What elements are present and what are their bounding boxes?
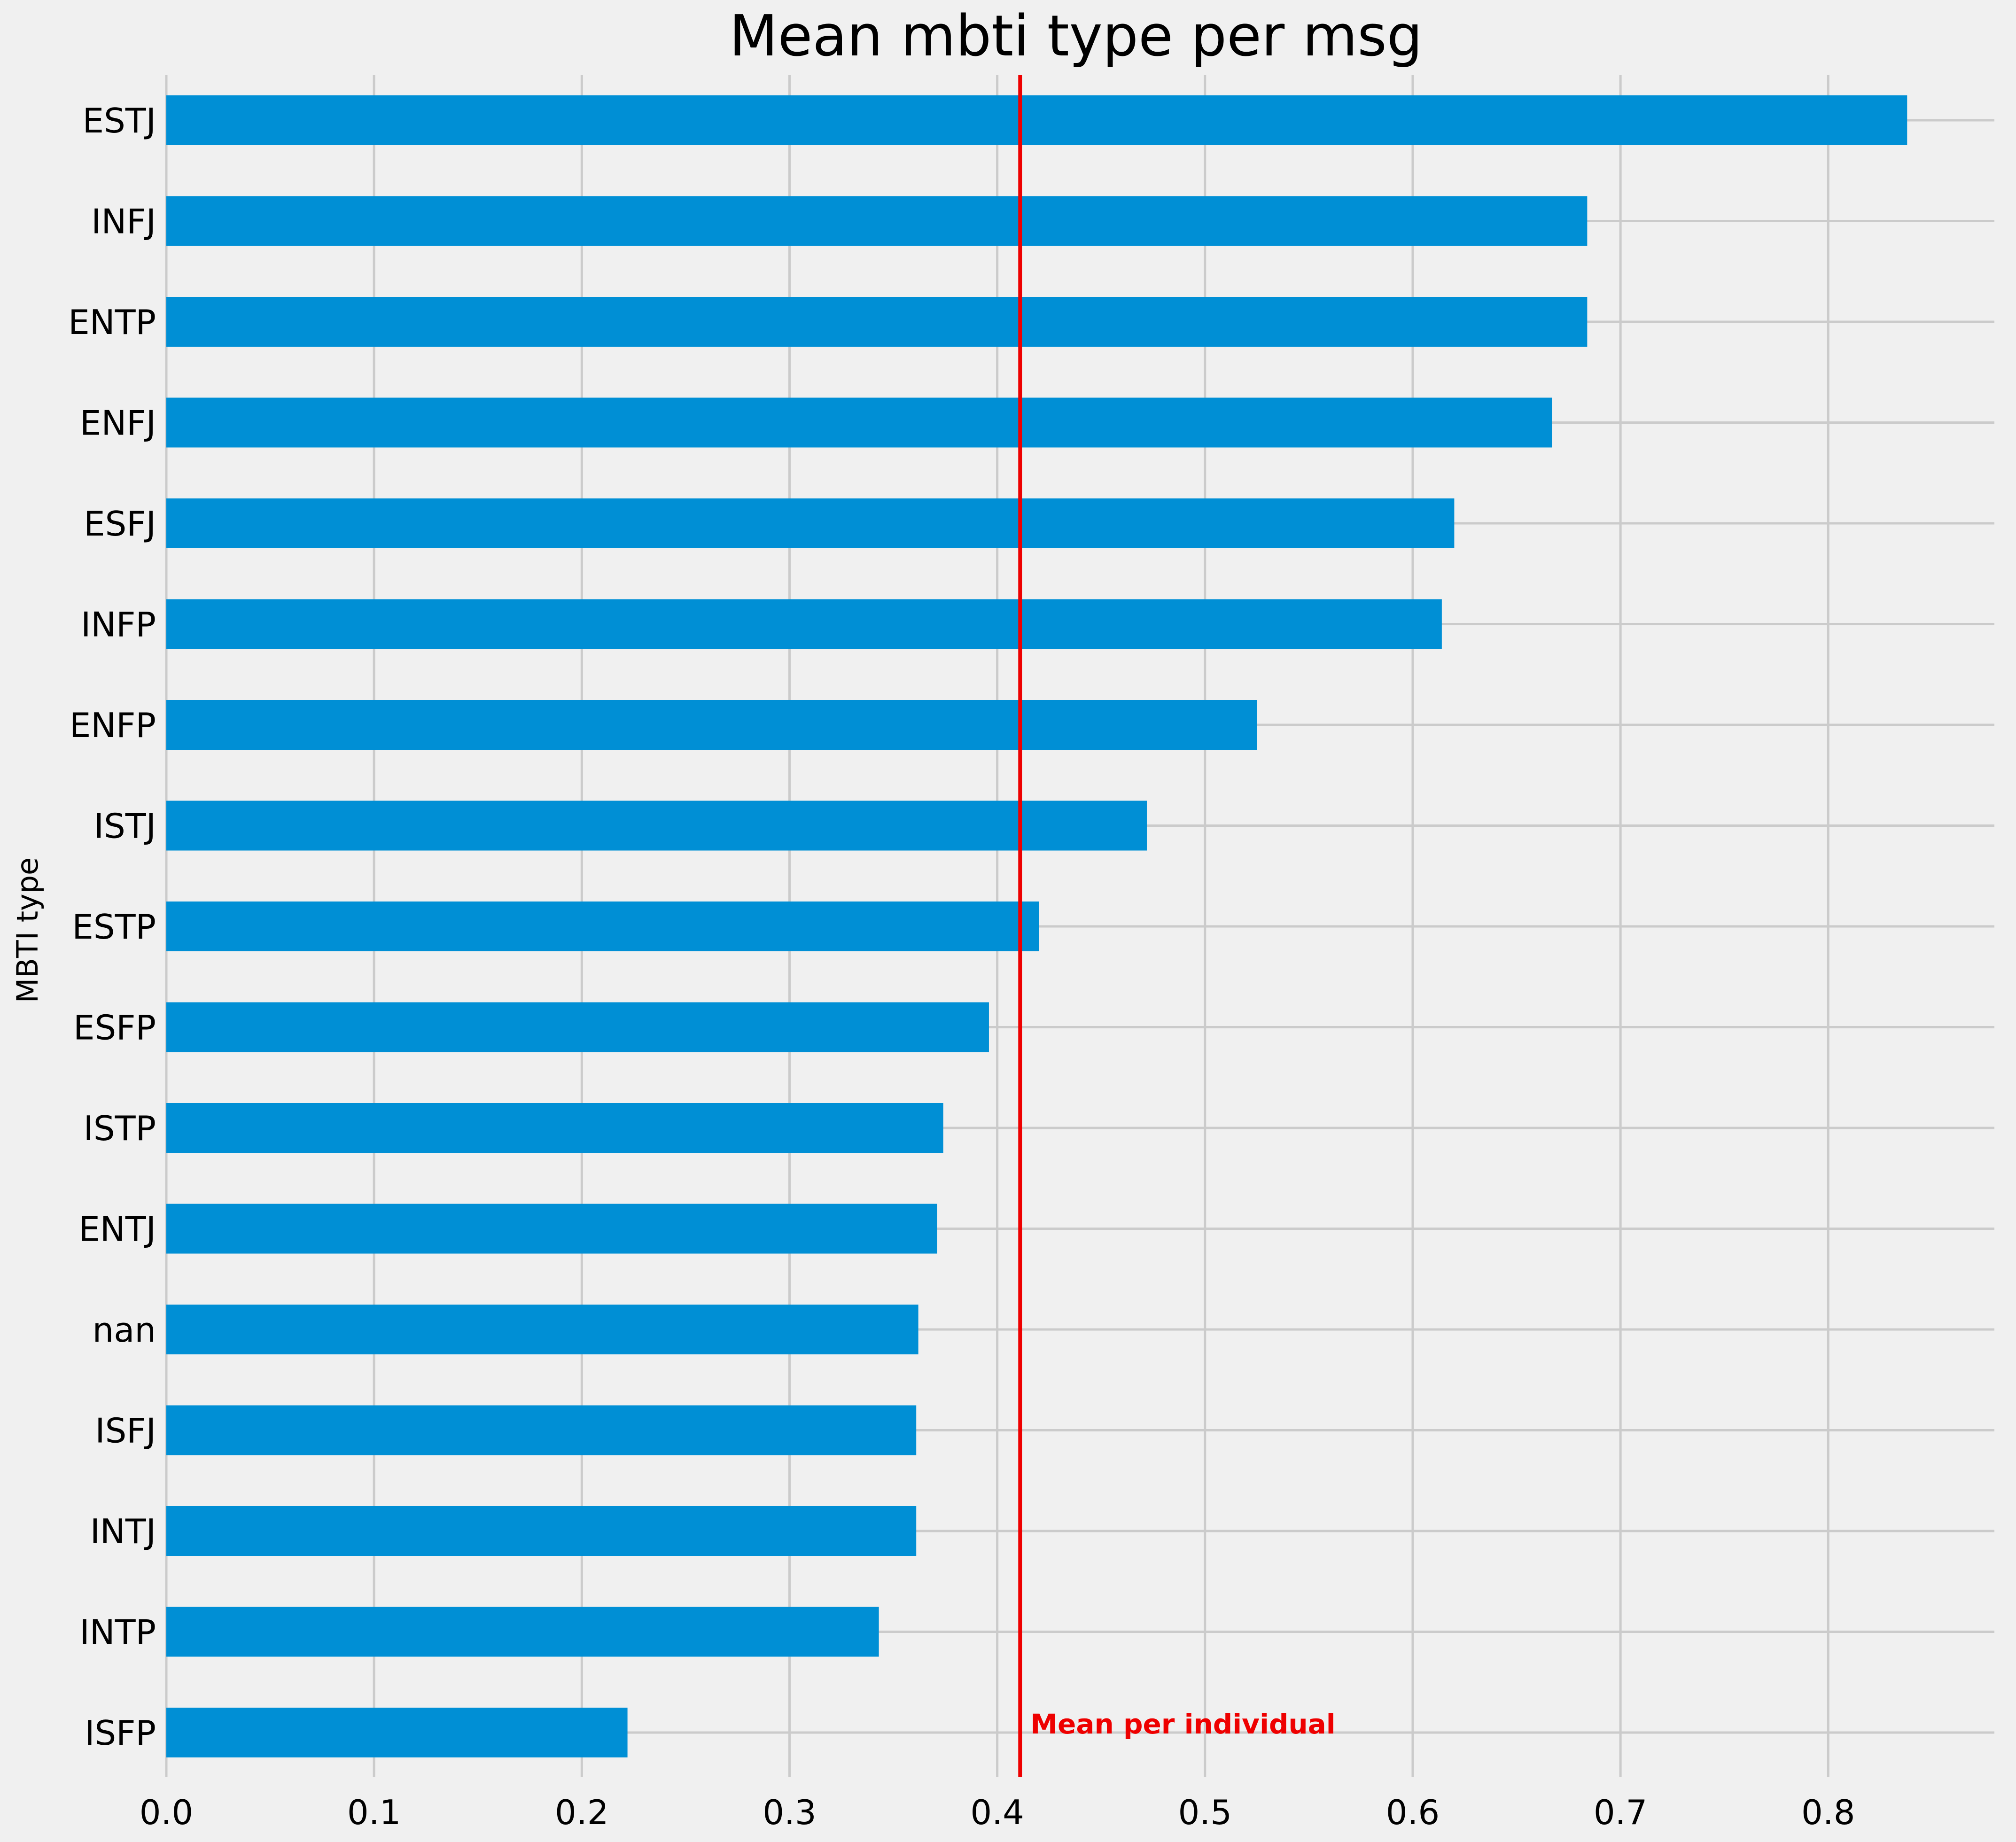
bar-esfj: [166, 498, 1455, 548]
x-tick-label: 0.4: [970, 1793, 1024, 1832]
x-tick-label: 0.8: [1801, 1793, 1855, 1832]
bar-enfj: [166, 397, 1552, 448]
x-tick-label: 0.2: [555, 1793, 609, 1832]
y-tick-label: INTJ: [90, 1512, 156, 1551]
bar-entp: [166, 297, 1588, 347]
bar-nan: [166, 1305, 918, 1354]
y-tick-label: ISTP: [84, 1109, 156, 1148]
x-tick-label: 0.1: [347, 1793, 401, 1832]
y-tick-label: ENTP: [68, 303, 156, 342]
bar-isfp: [166, 1708, 628, 1757]
y-axis-label: MBTI type: [10, 857, 45, 1003]
bar-istj: [166, 801, 1147, 851]
x-tick-labels: 0.0 0.1 0.2 0.3 0.4 0.5 0.6 0.7 0.8: [140, 1793, 1855, 1832]
y-tick-label: INTP: [80, 1613, 156, 1652]
x-tick-label: 0.3: [763, 1793, 817, 1832]
y-tick-label: ISTJ: [94, 807, 156, 846]
bar-intj: [166, 1506, 917, 1556]
bars: [166, 95, 1907, 1757]
y-tick-label: ENFP: [70, 706, 156, 745]
y-tick-label: ISFP: [85, 1713, 156, 1753]
y-tick-label: ESTP: [72, 907, 156, 947]
mean-reference-label: Mean per individual: [1030, 1708, 1335, 1740]
x-tick-label: 0.5: [1178, 1793, 1232, 1832]
bar-esfp: [166, 1002, 989, 1052]
bar-intp: [166, 1607, 879, 1657]
bar-estj: [166, 95, 1907, 145]
y-tick-label: ESTJ: [83, 101, 156, 140]
chart-title: Mean mbti type per msg: [729, 4, 1423, 69]
bar-istp: [166, 1103, 943, 1153]
y-tick-label: ENTJ: [78, 1210, 156, 1249]
y-tick-label: ISFJ: [95, 1411, 156, 1451]
bar-infj: [166, 196, 1588, 246]
bar-enfp: [166, 700, 1257, 750]
y-tick-label: INFJ: [91, 202, 156, 241]
bar-estp: [166, 902, 1039, 951]
y-tick-label: ESFP: [73, 1008, 156, 1048]
x-tick-label: 0.7: [1594, 1793, 1648, 1832]
x-tick-label: 0.0: [140, 1793, 194, 1832]
bar-isfj: [166, 1405, 917, 1455]
y-tick-label: ENFJ: [80, 404, 156, 443]
y-tick-label: INFP: [81, 605, 156, 645]
x-tick-label: 0.6: [1386, 1793, 1440, 1832]
y-tick-label: nan: [93, 1310, 156, 1350]
bar-entj: [166, 1204, 937, 1254]
reference-line-group: Mean per individual: [1018, 75, 1336, 1777]
y-tick-labels: ESTJ INFJ ENTP ENFJ ESFJ INFP ENFP ISTJ ESTP ESFP…: [68, 101, 156, 1753]
y-tick-label: ESFJ: [84, 504, 156, 544]
bar-infp: [166, 599, 1442, 649]
